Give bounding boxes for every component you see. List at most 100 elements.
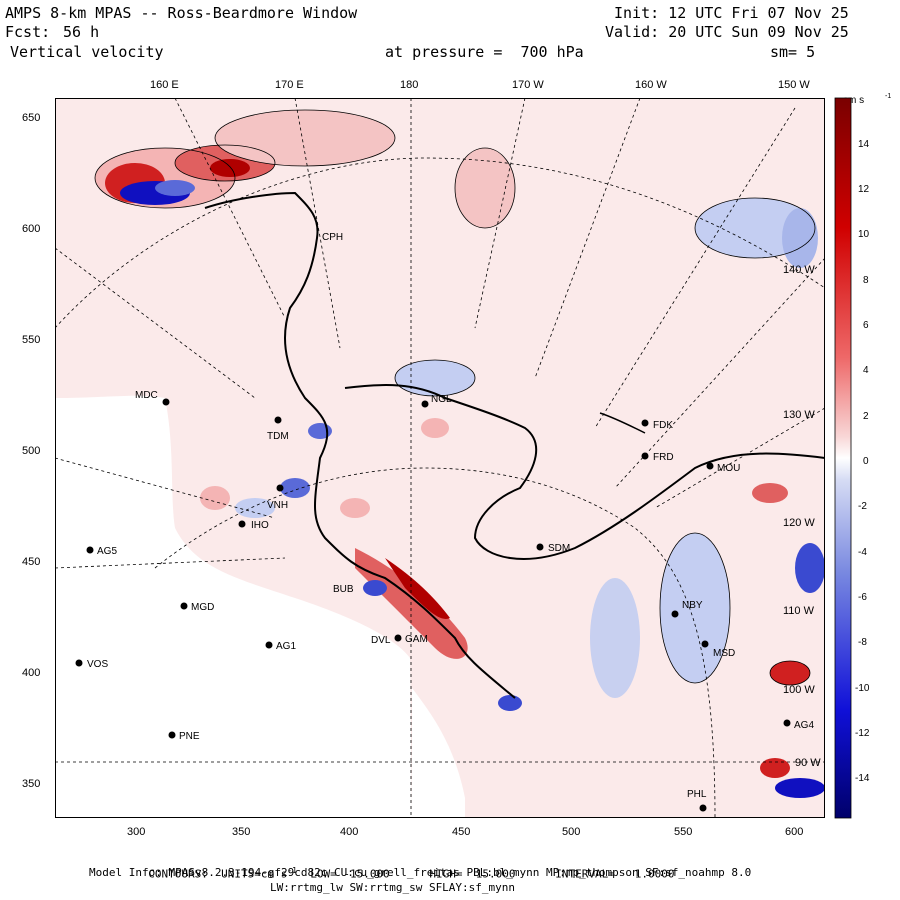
station-label-ag5: AG5 — [97, 546, 117, 557]
x-tick-500: 500 — [562, 826, 580, 838]
station-dot-sdm — [536, 543, 544, 551]
lon-label-110w: 110 W — [783, 605, 815, 617]
colorbar-label: 4 — [863, 365, 869, 376]
y-tick-650: 650 — [22, 112, 40, 124]
station-dot-ngl — [421, 400, 429, 408]
right-longitude-labels: 140 W 130 W 120 W 110 W 100 W 90 W — [783, 264, 821, 769]
forecast-hours: 56 h — [63, 23, 100, 41]
colorbar-label: 12 — [858, 184, 870, 195]
updraft-patch — [421, 418, 449, 438]
x-tick-300: 300 — [127, 826, 145, 838]
station-dot-gam — [394, 634, 402, 642]
station-label-ngl: NGL — [431, 394, 452, 405]
colorbar-label: -12 — [855, 728, 870, 739]
y-tick-600: 600 — [22, 223, 40, 235]
colorbar-label: 14 — [858, 139, 870, 150]
contour-info: CONTOURS: UNITS=cm s-1 LOW= -15.000 HIGH… — [135, 851, 674, 881]
station-label-frd: FRD — [653, 452, 674, 463]
colorbar-label: 6 — [863, 320, 869, 331]
downdraft-patch — [280, 478, 310, 498]
downdraft-patch — [660, 533, 730, 683]
map-plot: CPH MDC NGL TDM FDK FRD MOU VNH IHO AG5 … — [55, 98, 825, 818]
updraft-patch — [200, 486, 230, 510]
x-axis-labels: 300 350 400 450 500 550 600 — [127, 826, 803, 838]
contour-line — [94, 147, 236, 209]
updraft-patch — [752, 483, 788, 503]
colorbar-units: cm s — [843, 95, 864, 106]
downdraft-patch — [775, 778, 825, 798]
graticule — [55, 98, 825, 818]
colorbar: cm s -1 14 12 10 8 6 4 2 0 -2 -4 -6 -8 -… — [834, 93, 891, 819]
x-tick-400: 400 — [340, 826, 358, 838]
station-label-iho: IHO — [251, 520, 269, 531]
contour-line — [769, 660, 811, 686]
station-label-sdm: SDM — [548, 543, 570, 554]
station-label-fdk: FDK — [653, 420, 673, 431]
station-dot-nby — [671, 610, 679, 618]
station-dot-ag4 — [168, 731, 176, 739]
smoothing-value: sm= 5 — [770, 43, 816, 61]
station-label-vos: VOS — [87, 659, 108, 670]
contour-line — [454, 147, 516, 229]
plot-frame — [55, 98, 825, 818]
station-dot-mdc — [162, 398, 170, 406]
station-label-msd: MSD — [713, 648, 735, 659]
model-info-line2: LW:rrtmg_lw SW:rrtmg_sw SFLAY:sf_mynn — [270, 881, 516, 894]
contour-range-text: LOW= -15.000 HIGH= 15.000 INTERVAL= 1.00… — [296, 867, 675, 881]
station-label-dvl: DVL — [371, 635, 391, 646]
updraft-patch — [760, 758, 790, 778]
contour-line — [694, 197, 816, 259]
meridian-130w — [654, 407, 825, 509]
forecast-label: Fcst: — [5, 23, 51, 41]
station-dot-ag5 — [86, 546, 94, 554]
contour-line — [214, 109, 396, 167]
colorbar-label: -2 — [858, 501, 867, 512]
station-label-mou: MOU — [717, 463, 740, 474]
station-dot-msd — [701, 640, 709, 648]
contour-lines — [94, 109, 816, 686]
colorbar-label: -8 — [858, 637, 867, 648]
station-label-tdm: TDM — [267, 431, 289, 442]
station-label-mgd: MGD — [191, 602, 214, 613]
lon-label-180: 180 — [400, 79, 418, 91]
lon-label-160e: 160 E — [150, 79, 179, 91]
lon-label-100w: 100 W — [783, 684, 815, 696]
no-data-region-2 — [412, 688, 465, 818]
meridian-160e — [174, 98, 286, 319]
colorbar-label: -4 — [858, 547, 867, 558]
lon-label-160w: 160 W — [635, 79, 667, 91]
downdraft-patch — [782, 208, 818, 268]
y-tick-500: 500 — [22, 445, 40, 457]
station-label-pne: AG4 — [794, 720, 814, 731]
station-label-cph: CPH — [322, 232, 343, 243]
y-tick-400: 400 — [22, 667, 40, 679]
station-dot-frd — [641, 452, 649, 460]
station-label-nby: NBY — [682, 600, 703, 611]
station-dot-vnh — [276, 484, 284, 492]
colorbar-label: -14 — [855, 773, 870, 784]
meridian-140e — [55, 457, 276, 519]
meridian-140w — [614, 257, 825, 489]
updraft-patch — [340, 498, 370, 518]
station-label-vnh: VNH — [267, 500, 288, 511]
x-tick-350: 350 — [232, 826, 250, 838]
no-data-region — [55, 395, 412, 818]
downdraft-patch — [590, 578, 640, 698]
downdraft-patch — [795, 543, 825, 593]
station-dot-mgd — [180, 602, 188, 610]
station-dot-tdm — [274, 416, 282, 424]
y-tick-550: 550 — [22, 334, 40, 346]
x-tick-550: 550 — [674, 826, 692, 838]
y-axis-labels: 650 600 550 500 450 400 350 — [22, 112, 40, 790]
top-longitude-labels: 160 E 170 E 180 170 W 160 W 150 W — [150, 79, 810, 91]
colorbar-label: -6 — [858, 592, 867, 603]
field-name: Vertical velocity — [10, 43, 164, 61]
upward-motion-patches — [95, 110, 810, 778]
downdraft-patch — [235, 498, 275, 518]
y-tick-450: 450 — [22, 556, 40, 568]
station-dot-ag1 — [265, 641, 273, 649]
downdraft-patch — [363, 580, 387, 596]
station-label-ag1: AG1 — [276, 641, 296, 652]
meridian-150w — [594, 107, 796, 429]
transantarctic-coastline — [204, 191, 516, 699]
